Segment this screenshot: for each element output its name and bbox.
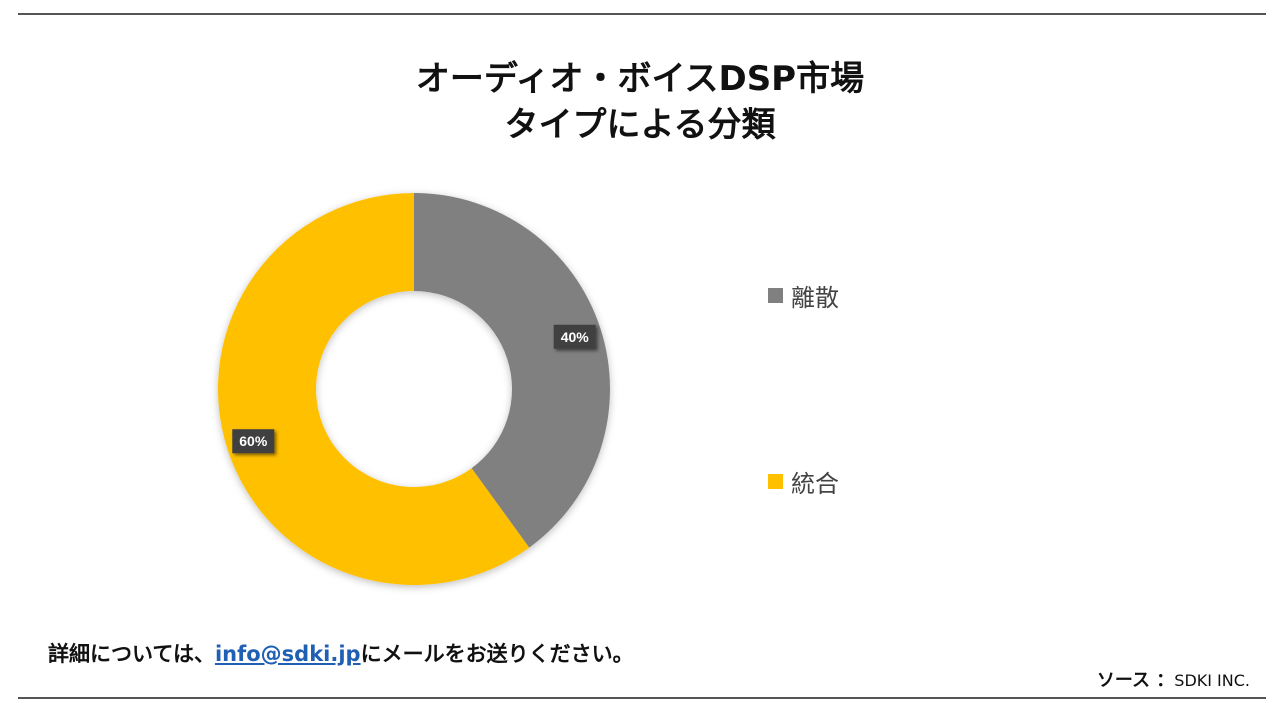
source-note: ソース ：SDKI INC. (1097, 666, 1250, 692)
donut-slice-1 (414, 193, 610, 548)
legend-label-integrated: 統合 (791, 470, 839, 498)
contact-note: 詳細については、info@sdki.jpにメールをお送りください。 (48, 638, 634, 668)
data-label-box (232, 429, 275, 454)
top-divider (18, 13, 1266, 15)
data-label-2: 60% (232, 429, 275, 454)
contact-prefix: 詳細については、 (48, 642, 215, 666)
chart-title-line1: オーディオ・ボイスDSP市場 (415, 59, 865, 99)
legend-swatch-discrete (768, 288, 783, 303)
source-value: SDKI INC. (1174, 671, 1250, 690)
data-label-text: 40% (561, 329, 590, 345)
source-label: ソース ： (1096, 670, 1175, 691)
contact-suffix: にメールをお送りください。 (360, 642, 634, 666)
email-link[interactable]: info@sdki.jp (214, 642, 361, 666)
legend-label-discrete: 離散 (791, 284, 839, 312)
chart-title: オーディオ・ボイスDSP市場 タイプによる分類 (0, 56, 1280, 148)
data-label-text: 60% (239, 433, 268, 449)
chart-title-line2: タイプによる分類 (504, 105, 776, 145)
bottom-divider (18, 697, 1266, 699)
donut-slice-2 (217, 193, 530, 585)
legend-item-integrated: 統合 (768, 464, 839, 499)
legend-swatch-integrated (768, 474, 783, 489)
data-label-box (553, 324, 596, 349)
data-label-1: 40% (553, 324, 596, 349)
legend-item-discrete: 離散 (768, 278, 839, 313)
